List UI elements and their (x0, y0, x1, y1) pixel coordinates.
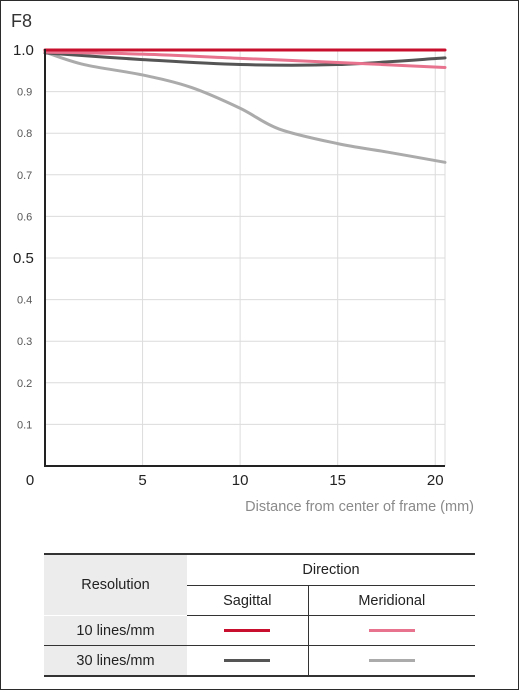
y-tick-label: 0.2 (17, 378, 32, 390)
swatch-30-sagittal (224, 659, 271, 663)
swatch-10-meridional (368, 629, 415, 633)
x-tick-label: 5 (138, 472, 146, 489)
x-tick-label: 0 (26, 472, 34, 489)
legend-table: Resolution Direction Sagittal Meridional… (44, 553, 475, 677)
y-tick-label: 0.4 (17, 295, 32, 307)
swatch-cell (187, 646, 308, 677)
swatch-cell (307, 615, 475, 646)
y-tick-label: 0.3 (17, 336, 32, 348)
x-tick-label: 10 (232, 472, 249, 489)
y-tick-label: 0.1 (17, 419, 32, 431)
series-line-3 (43, 50, 447, 164)
y-tick-label: 0.7 (17, 170, 32, 182)
resolution-label: 10 lines/mm (44, 615, 187, 646)
x-tick-label: 20 (427, 472, 444, 489)
grid-layer (45, 49, 446, 466)
x-axis-label: Distance from center of frame (mm) (245, 499, 474, 515)
y-tick-label: 0.9 (17, 87, 32, 99)
swatch-10-sagittal (224, 629, 271, 633)
swatch-cell (187, 615, 309, 646)
resolution-label: 30 lines/mm (44, 645, 187, 676)
sagittal-header: Sagittal (187, 585, 309, 616)
tick-layer: 1.0 0.9 0.8 0.7 0.6 0.5 0.4 0.3 0.2 0.1 0 5 10 15 20 (13, 42, 444, 489)
swatch-30-meridional (368, 659, 415, 663)
resolution-header: Resolution (44, 554, 187, 616)
legend-row-10lpmm: 10 lines/mm (44, 615, 475, 646)
x-tick-label: 15 (329, 472, 346, 489)
swatch-cell (307, 645, 475, 676)
aperture-title: F8 (11, 11, 32, 31)
y-tick-label: 1.0 (13, 42, 34, 59)
legend-row-30lpmm: 30 lines/mm (44, 645, 475, 677)
mtf-chart: F8 1.0 0.9 0.8 0.7 0.6 0.5 0.4 0.3 0.2 0.1 0 5 10 15 2… (11, 11, 474, 515)
direction-header: Direction (187, 554, 475, 586)
meridional-header: Meridional (307, 585, 475, 616)
axes (44, 49, 445, 467)
axis-layer (44, 49, 445, 467)
y-tick-label: 0.6 (17, 211, 32, 223)
y-tick-label: 0.8 (17, 128, 32, 140)
y-tick-label: 0.5 (13, 250, 34, 267)
series-line-1 (43, 50, 447, 69)
series-layer (43, 48, 447, 164)
series-line-2 (43, 51, 447, 67)
